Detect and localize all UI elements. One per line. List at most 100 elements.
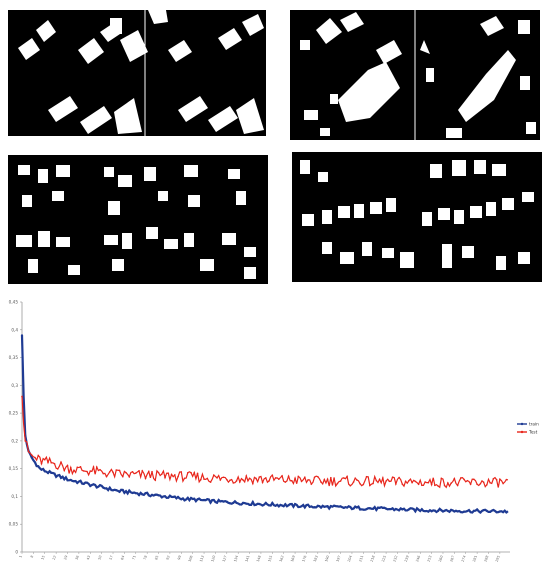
x-tick-label: 197 (336, 555, 342, 562)
series-point-train (43, 470, 46, 473)
series-point-test (434, 484, 436, 487)
series-point-test (21, 395, 23, 398)
series-point-train (495, 511, 498, 514)
series-point-test (330, 476, 332, 479)
series-point-test (395, 483, 397, 485)
series-point-test (362, 483, 365, 486)
series-point-train (469, 511, 472, 514)
mask-image (300, 160, 534, 270)
y-tick-label: 0,15 (9, 466, 19, 471)
x-tick-label: 288 (483, 555, 489, 562)
series-point-test (203, 478, 205, 480)
series-point-test (196, 472, 199, 475)
series-point-train (284, 503, 287, 506)
series-point-train (303, 506, 306, 509)
series-point-train (492, 508, 495, 512)
y-tick-label: 0,45 (9, 300, 19, 305)
series-point-train (485, 509, 488, 513)
series-point-test (294, 477, 296, 479)
series-point-train (313, 506, 316, 509)
series-point-train (277, 505, 280, 508)
series-point-train (134, 492, 137, 495)
series-point-train (352, 507, 355, 510)
series-point-train (430, 510, 433, 513)
series-point-test (219, 479, 222, 481)
series-point-test (242, 479, 244, 481)
series-point-test (226, 478, 228, 481)
series-point-test (245, 475, 248, 477)
series-point-train (401, 508, 404, 511)
series-point-test (313, 476, 316, 478)
series-point-test (365, 475, 368, 478)
series-point-train (476, 508, 479, 511)
series-point-train (248, 503, 251, 506)
series-point-test (281, 475, 283, 477)
x-tick-label: 183 (313, 555, 319, 562)
series-point-train (287, 504, 290, 507)
x-tick-label: 8 (30, 555, 35, 558)
series-point-train (193, 497, 196, 500)
series-point-train (222, 500, 225, 503)
series-point-test (37, 454, 40, 457)
series-point-test (56, 468, 59, 470)
series-point-train (414, 510, 417, 513)
series-point-test (108, 471, 111, 473)
series-point-test (209, 481, 212, 483)
series-point-train (280, 504, 284, 507)
series-point-train (79, 479, 82, 482)
series-point-train (72, 480, 76, 483)
series-point-train (397, 509, 401, 512)
series-point-train (433, 509, 436, 512)
series-point-train (206, 498, 209, 501)
series-point-test (190, 471, 192, 474)
series-point-test (473, 478, 475, 481)
series-point-train (264, 501, 267, 504)
series-point-test (317, 475, 319, 478)
series-point-test (131, 471, 134, 473)
series-point-test (453, 477, 456, 480)
series-point-test (99, 468, 101, 471)
series-point-train (362, 508, 365, 511)
series-point-test (274, 477, 277, 479)
series-point-test (186, 472, 189, 474)
series-point-train (306, 503, 310, 506)
series-point-test (154, 479, 157, 482)
loss-chart: 0 0,05 0,1 0,15 0,2 0,25 0,3 0,35 0,4 0,45 1 8 15 22… (9, 300, 539, 563)
mask-panel-top-left (8, 10, 266, 136)
legend-label: Test (528, 430, 538, 435)
series-point-test (255, 477, 257, 480)
series-point-train (355, 506, 358, 509)
series-point-test (278, 478, 280, 480)
series-point-test (252, 482, 254, 485)
series-point-train (251, 500, 254, 504)
series-point-test (339, 480, 342, 482)
series-point-test (437, 485, 439, 487)
x-tick-label: 106 (188, 555, 194, 562)
series-point-train (316, 504, 319, 507)
x-tick-label: 253 (427, 555, 433, 562)
series-point-train (196, 498, 199, 501)
series-point-test (323, 478, 326, 481)
series-point-train (267, 504, 271, 507)
series-point-test (235, 480, 238, 482)
x-tick-label: 155 (267, 555, 273, 562)
legend-label: train (529, 422, 539, 427)
series-point-test (164, 476, 166, 479)
series-point-train (489, 510, 492, 513)
series-point-train (378, 506, 381, 509)
x-tick-label: 260 (438, 555, 444, 562)
series-point-train (131, 491, 134, 495)
series-point-test (141, 470, 144, 472)
series-point-test (349, 484, 352, 487)
series-point-test (222, 476, 225, 479)
series-point-train (33, 461, 37, 464)
x-tick-label: 85 (154, 555, 159, 560)
series-point-train (202, 498, 206, 502)
series-point-train (358, 508, 362, 511)
series-point-train (30, 456, 33, 459)
series-point-test (499, 478, 501, 480)
x-tick-label: 43 (86, 555, 91, 560)
series-point-test (160, 473, 163, 475)
x-tick-label: 127 (222, 555, 228, 562)
series-point-test (479, 482, 482, 485)
